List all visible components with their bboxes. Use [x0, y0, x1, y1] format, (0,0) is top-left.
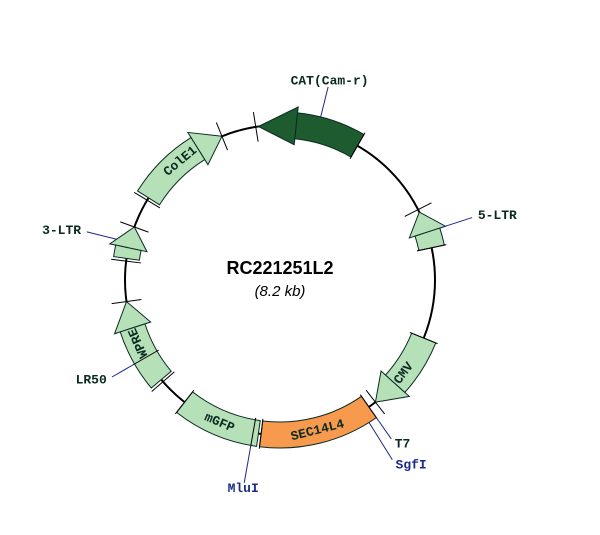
label-5-ltr: 5-LTR [478, 208, 517, 223]
callout-line [376, 418, 391, 439]
label-lr50: LR50 [76, 372, 107, 387]
plasmid-name: RC221251L2 [226, 258, 333, 278]
plasmid-size: (8.2 kb) [255, 283, 306, 300]
label-cat-cam-r-: CAT(Cam-r) [291, 74, 369, 89]
label-sgfi: SgfI [396, 457, 427, 472]
segment-mgfp: mGFP [177, 392, 261, 446]
label-3-ltr: 3-LTR [42, 223, 81, 238]
segment-ltr5 [409, 212, 445, 250]
callout-line [87, 232, 117, 239]
segment-cmv: CMV [375, 333, 435, 402]
plasmid-map: ColE1 WPREmGFPSEC14L4CMV CAT(Cam-r) 5-LTR 3-… [0, 0, 600, 535]
label-t7: T7 [395, 436, 411, 451]
callout-line [244, 445, 251, 482]
callout-line [440, 218, 472, 229]
segment-ltr3 [110, 227, 147, 260]
segment-cat [258, 107, 364, 157]
segment-body-cat [295, 113, 364, 157]
segment-sec14: SEC14L4 [260, 396, 377, 448]
callout-line [369, 422, 392, 459]
callout-line [112, 364, 135, 377]
label-mlui: MluI [228, 481, 259, 496]
callout-line [321, 87, 328, 117]
segment-cole1: ColE1 [138, 132, 222, 204]
segment-wpre: WPRE [115, 302, 172, 388]
